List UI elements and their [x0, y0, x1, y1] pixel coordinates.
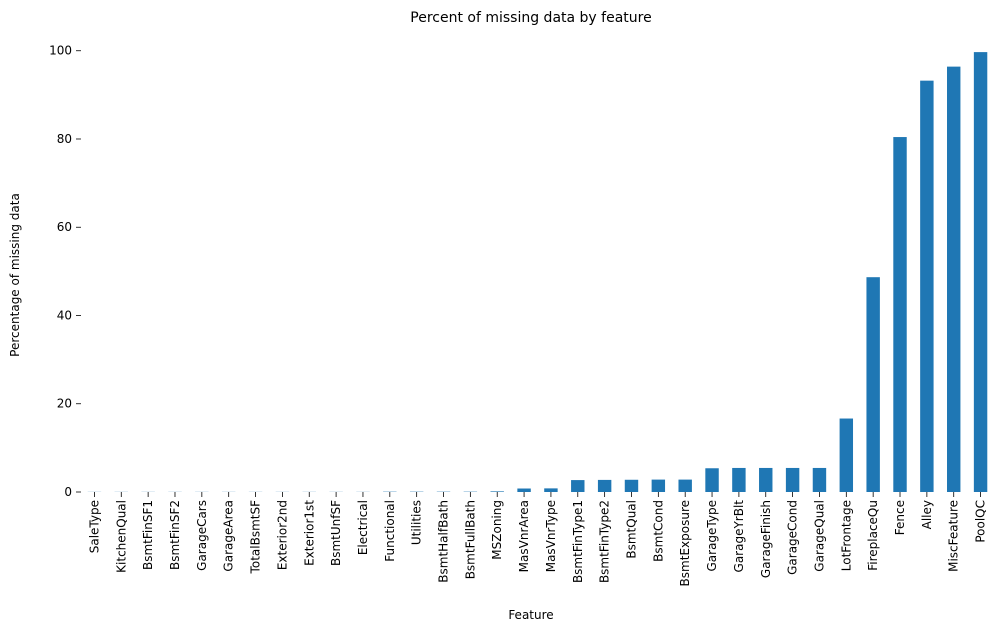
bar [786, 468, 799, 492]
bar [813, 468, 826, 492]
x-tick-label: Electrical [356, 500, 370, 555]
x-axis-label: Feature [508, 608, 553, 622]
x-tick-label: BsmtFinSF2 [168, 500, 182, 570]
y-tick-label: 80 [57, 132, 72, 146]
x-tick-label: BsmtFinSF1 [141, 500, 155, 570]
x-tick-label: TotalBsmtSF [249, 500, 263, 575]
bar [974, 52, 987, 492]
bar [598, 480, 611, 492]
y-tick-label: 20 [57, 397, 72, 411]
y-axis: 0 20 40 60 80 100 [49, 44, 81, 499]
x-tick-label: GarageArea [222, 500, 236, 572]
x-axis: SaleType KitchenQual BsmtFinSF1 BsmtFinSF2 G… [87, 492, 987, 586]
x-tick-label: BsmtUnfSF [329, 500, 343, 566]
x-tick-label: FireplaceQu [866, 500, 880, 571]
x-tick-label: GarageCond [786, 500, 800, 575]
y-tick-label: 0 [64, 485, 72, 499]
bar [840, 419, 853, 492]
bar [571, 480, 584, 492]
x-tick-label: SaleType [87, 500, 101, 553]
bar [491, 491, 504, 492]
chart-title: Percent of missing data by feature [410, 10, 651, 26]
bar [544, 488, 557, 492]
bar [893, 137, 906, 492]
x-tick-label: BsmtQual [624, 500, 638, 559]
x-tick-label: Fence [893, 500, 907, 535]
bar [920, 81, 933, 492]
x-tick-label: BsmtFinType2 [598, 500, 612, 583]
x-tick-label: Alley [920, 500, 934, 529]
bar [947, 67, 960, 492]
x-tick-label: BsmtExposure [678, 500, 692, 586]
bar [705, 468, 718, 492]
x-tick-label: BsmtCond [651, 500, 665, 562]
x-tick-label: Exterior2nd [275, 500, 289, 570]
x-tick-label: MasVnrType [544, 500, 558, 572]
x-tick-label: GarageCars [195, 500, 209, 571]
x-tick-label: KitchenQual [114, 500, 128, 573]
x-tick-label: Utilities [410, 500, 424, 545]
x-tick-label: Functional [383, 500, 397, 562]
bar [732, 468, 745, 492]
bars-group [88, 52, 988, 492]
x-tick-label: PoolQC [974, 500, 988, 543]
y-tick-label: 100 [49, 44, 72, 58]
x-tick-label: MiscFeature [947, 500, 961, 572]
y-tick-label: 40 [57, 308, 72, 322]
x-tick-label: GarageFinish [759, 500, 773, 578]
x-tick-label: BsmtHalfBath [437, 500, 451, 583]
bar [759, 468, 772, 492]
x-tick-label: GarageYrBlt [732, 500, 746, 573]
x-tick-label: LotFrontage [839, 500, 853, 571]
bar [517, 489, 530, 492]
bar [625, 480, 638, 492]
x-tick-label: MasVnrArea [517, 500, 531, 572]
x-tick-label: GarageQual [812, 500, 826, 572]
x-tick-label: BsmtFinType1 [571, 500, 585, 583]
bar [678, 480, 691, 492]
bar [652, 480, 665, 492]
y-axis-label: Percentage of missing data [8, 193, 22, 357]
y-tick-label: 60 [57, 220, 72, 234]
x-tick-label: Exterior1st [302, 500, 316, 566]
x-tick-label: MSZoning [490, 500, 504, 560]
bar [866, 277, 879, 492]
x-tick-label: GarageType [705, 500, 719, 572]
x-tick-label: BsmtFullBath [463, 500, 477, 579]
